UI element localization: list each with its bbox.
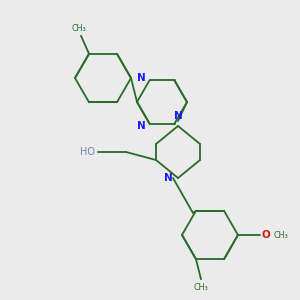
Text: N: N	[137, 121, 146, 131]
Text: CH₃: CH₃	[194, 283, 208, 292]
Text: O: O	[262, 230, 271, 240]
Text: HO: HO	[80, 147, 95, 157]
Text: N: N	[164, 173, 173, 183]
Text: CH₃: CH₃	[274, 230, 289, 239]
Text: CH₃: CH₃	[72, 24, 86, 33]
Text: N: N	[174, 111, 182, 121]
Text: N: N	[137, 73, 146, 83]
